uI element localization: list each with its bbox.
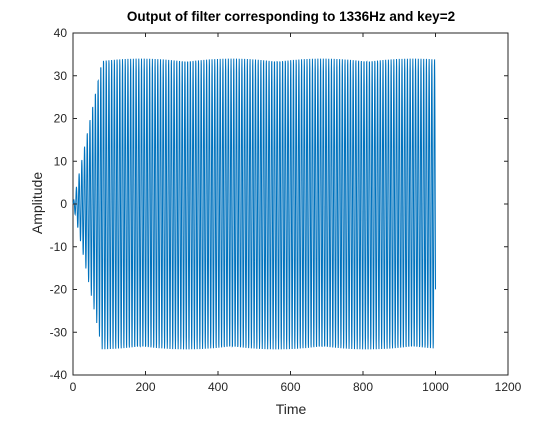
x-axis-label: Time — [276, 401, 307, 417]
y-tick-label: -30 — [50, 325, 68, 339]
x-tick-label: 1000 — [422, 380, 449, 394]
y-axis-label: Amplitude — [29, 172, 45, 234]
y-axis: -40 -30 -20 -10 0 10 20 30 40 — [50, 26, 508, 382]
y-tick-label: -20 — [50, 283, 68, 297]
y-tick-label: 10 — [54, 154, 68, 168]
y-tick-label: 0 — [60, 197, 67, 211]
y-tick-label: 40 — [54, 26, 68, 40]
x-tick-label: 600 — [280, 380, 300, 394]
x-tick-label: 800 — [353, 380, 373, 394]
series-line-1 — [72, 58, 436, 350]
x-axis: 0 200 400 600 800 1000 1200 — [70, 33, 522, 394]
y-tick-label: -10 — [50, 240, 68, 254]
x-tick-label: 1200 — [495, 380, 522, 394]
y-tick-label: 20 — [54, 112, 68, 126]
x-tick-label: 0 — [70, 380, 77, 394]
plot-area — [72, 32, 509, 376]
x-tick-label: 200 — [135, 380, 155, 394]
y-tick-label: 30 — [54, 69, 68, 83]
y-tick-label: -40 — [50, 368, 68, 382]
x-tick-label: 400 — [208, 380, 228, 394]
chart-title: Output of filter corresponding to 1336Hz… — [127, 9, 455, 24]
